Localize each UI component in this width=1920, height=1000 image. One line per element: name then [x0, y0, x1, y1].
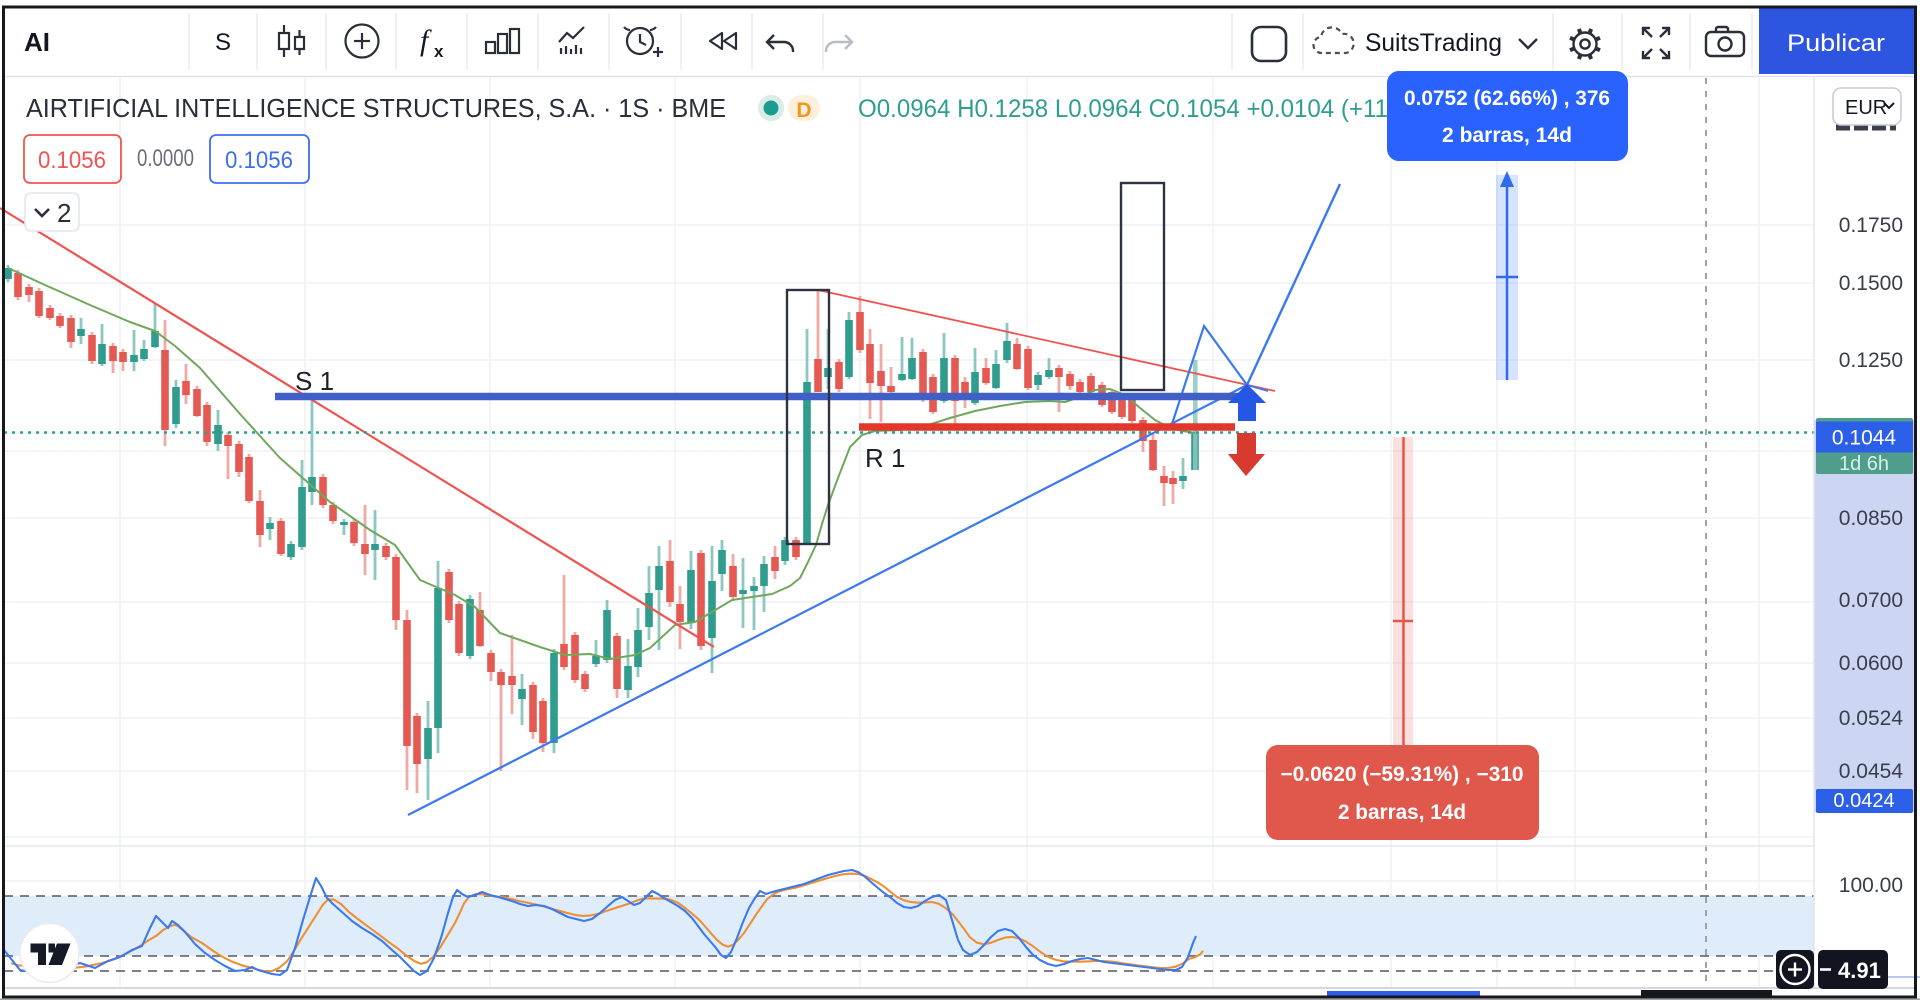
svg-text:0.0752 (62.66%) , 376: 0.0752 (62.66%) , 376 — [1404, 87, 1610, 110]
svg-text:0.0524: 0.0524 — [1839, 707, 1904, 730]
svg-text:EUR: EUR — [1845, 97, 1887, 119]
svg-text:2: 2 — [57, 198, 71, 228]
svg-text:0.1044: 0.1044 — [1832, 427, 1897, 450]
svg-text:0.1056: 0.1056 — [38, 147, 106, 174]
svg-text:−0.0620 (−59.31%) , −310: −0.0620 (−59.31%) , −310 — [1281, 763, 1524, 786]
svg-text:0.0700: 0.0700 — [1839, 589, 1903, 612]
svg-text:AI: AI — [24, 27, 50, 57]
svg-text:SuitsTrading: SuitsTrading — [1365, 29, 1502, 57]
svg-text:O0.0964 H0.1258 L0.0964 C0.105: O0.0964 H0.1258 L0.0964 C0.1054 +0.0104 … — [858, 95, 1388, 123]
svg-text:0.1500: 0.1500 — [1839, 272, 1903, 295]
svg-text:4.91: 4.91 — [1838, 958, 1881, 983]
svg-text:D: D — [796, 99, 811, 122]
svg-text:0.1056: 0.1056 — [225, 147, 293, 174]
svg-text:0.1750: 0.1750 — [1839, 214, 1903, 237]
svg-text:R 1: R 1 — [865, 443, 905, 473]
svg-text:0.0000: 0.0000 — [137, 145, 194, 172]
svg-text:0.0454: 0.0454 — [1839, 760, 1904, 783]
svg-text:1d 6h: 1d 6h — [1839, 453, 1889, 475]
svg-text:100.00: 100.00 — [1839, 874, 1903, 897]
svg-text:Publicar: Publicar — [1787, 30, 1885, 57]
svg-text:AIRTIFICIAL INTELLIGENCE STRUC: AIRTIFICIAL INTELLIGENCE STRUCTURES, S.A… — [26, 93, 726, 123]
svg-text:0.0850: 0.0850 — [1839, 507, 1903, 530]
svg-text:0.1250: 0.1250 — [1839, 349, 1903, 372]
svg-text:S: S — [215, 29, 231, 56]
svg-text:0.0424: 0.0424 — [1833, 790, 1894, 812]
svg-text:S 1: S 1 — [295, 366, 334, 396]
svg-text:x: x — [434, 42, 444, 61]
svg-text:2 barras, 14d: 2 barras, 14d — [1442, 124, 1572, 147]
svg-text:2 barras, 14d: 2 barras, 14d — [1338, 801, 1466, 824]
svg-text:0.0600: 0.0600 — [1839, 652, 1903, 675]
